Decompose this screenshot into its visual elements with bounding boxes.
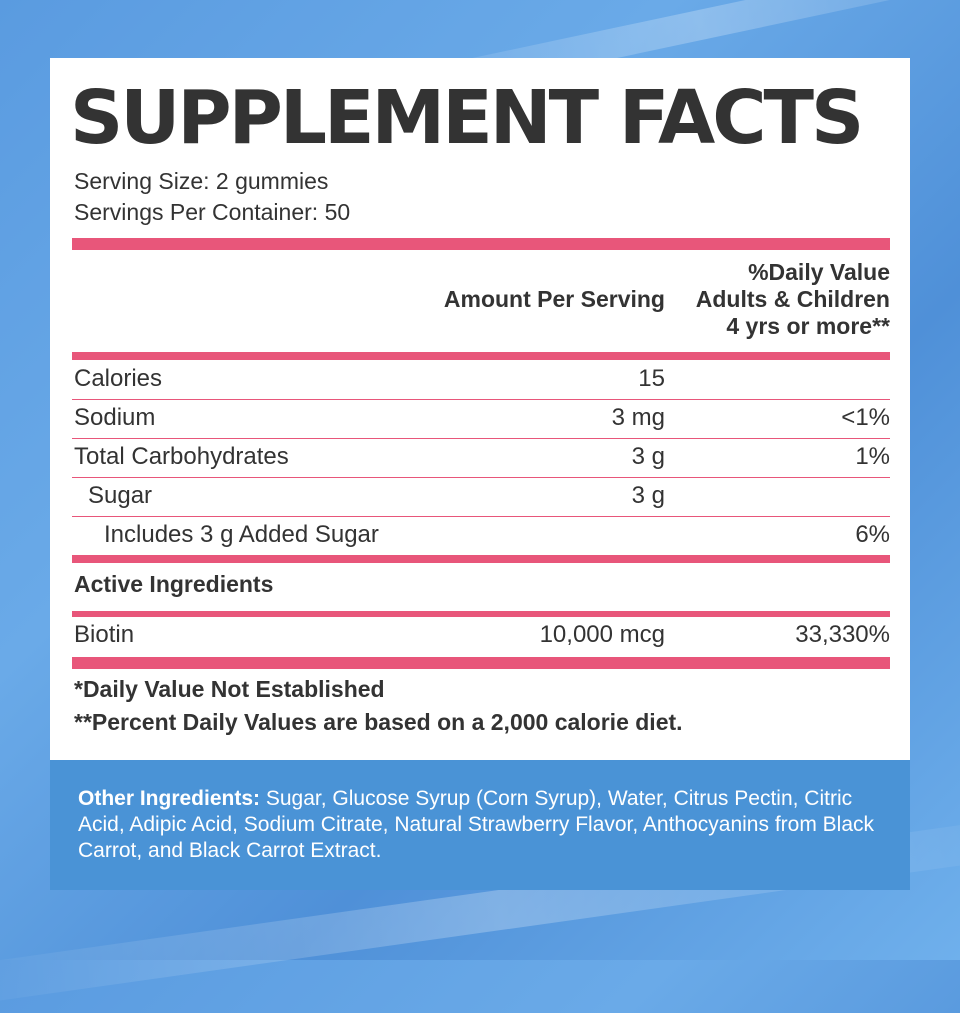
nutrient-dv: <1% [841,404,890,431]
nutrient-name: Calories [74,365,163,392]
row-divider [72,438,890,439]
thick-divider [72,238,890,250]
nutrient-name: Total Carbohydrates [74,443,289,470]
row-divider [72,477,890,478]
nutrient-name: Includes 3 g Added Sugar [104,521,379,548]
serving-size: Serving Size: 2 gummies [74,168,329,194]
row-divider [72,399,890,400]
nutrient-amount: 15 [638,365,665,392]
nutrient-amount: 3 g [631,482,665,509]
nutrient-name: Sodium [74,404,156,431]
thick-divider [72,657,890,669]
nutrient-amount: 3 mg [611,404,665,431]
other-ingredients-panel: Other Ingredients: Sugar, Glucose Syrup … [50,760,910,890]
row-divider [72,516,890,517]
daily-value-header-line2: Adults & Children [695,286,890,312]
nutrient-name: Sugar [88,482,153,509]
daily-value-header-line3: 4 yrs or more** [726,313,890,339]
servings-per-container: Servings Per Container: 50 [74,199,351,225]
nutrient-amount: 3 g [631,443,665,470]
daily-value-header: %Daily Value Adults & Children 4 yrs or … [650,259,890,340]
other-ingredients-list: Sugar, Glucose Syrup (Corn Syrup), Water… [78,787,875,862]
page-title: SUPPLEMENT FACTS [70,75,864,161]
footnote-percent-daily: **Percent Daily Values are based on a 2,… [74,709,683,735]
ingredient-amount: 10,000 mcg [539,621,665,648]
ingredient-name: Biotin [74,621,135,648]
daily-value-header-line1: %Daily Value [748,259,890,285]
other-ingredients-text: Other Ingredients: Sugar, Glucose Syrup … [78,786,888,864]
thick-divider [72,611,890,617]
footnote-daily-value: *Daily Value Not Established [74,676,385,702]
other-ingredients-label: Other Ingredients: [78,787,261,810]
supplement-facts-panel: SUPPLEMENT FACTS Serving Size: 2 gummies… [50,58,910,760]
active-ingredients-heading: Active Ingredients [74,571,274,597]
thick-divider [72,352,890,360]
ingredient-dv: 33,330% [795,621,890,648]
amount-per-serving-header: Amount Per Serving [443,286,665,312]
nutrient-dv: 6% [855,521,890,548]
thick-divider [72,555,890,563]
nutrient-dv: 1% [855,443,890,470]
